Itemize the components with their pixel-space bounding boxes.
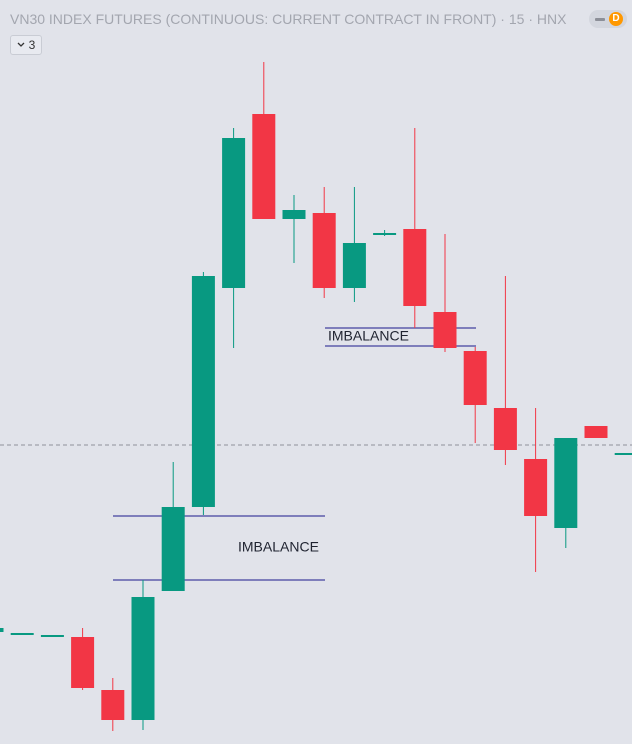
separator: ·	[500, 11, 505, 27]
candle-body	[584, 426, 608, 438]
candle-body	[161, 507, 185, 591]
symbol-title: VN30 INDEX FUTURES (CONTINUOUS: CURRENT …	[10, 11, 497, 27]
candle-body	[463, 351, 487, 405]
candle-body	[222, 138, 246, 288]
candle-body	[312, 213, 336, 288]
zone-label: IMBALANCE	[238, 539, 319, 555]
candle-body	[493, 408, 517, 450]
separator: ·	[528, 11, 533, 27]
candle-body	[554, 438, 578, 528]
indicator-dropdown[interactable]: 3	[10, 35, 42, 55]
candle-body	[40, 635, 64, 637]
minus-icon	[595, 18, 605, 21]
interval: 15	[508, 11, 525, 27]
candle-body	[524, 459, 548, 516]
candle-body	[0, 628, 4, 632]
candle-body	[342, 243, 366, 288]
candle-body	[191, 276, 215, 507]
zone-label: IMBALANCE	[328, 328, 409, 344]
candle-body	[282, 210, 306, 219]
candle-body	[71, 637, 95, 688]
header: VN30 INDEX FUTURES (CONTINUOUS: CURRENT …	[10, 11, 566, 27]
candle-body	[614, 453, 632, 455]
candle-body	[131, 597, 155, 720]
candle-body	[433, 312, 457, 348]
candle-body	[101, 690, 125, 720]
candle-body	[403, 229, 427, 306]
candle-body	[252, 114, 276, 219]
badge-letter: D	[609, 12, 623, 26]
candle-body	[373, 233, 397, 235]
candle-body	[10, 633, 34, 635]
chevron	[17, 42, 25, 47]
data-badge[interactable]: D	[589, 10, 627, 28]
exchange: HNX	[536, 11, 567, 27]
dropdown-count: 3	[28, 38, 36, 52]
